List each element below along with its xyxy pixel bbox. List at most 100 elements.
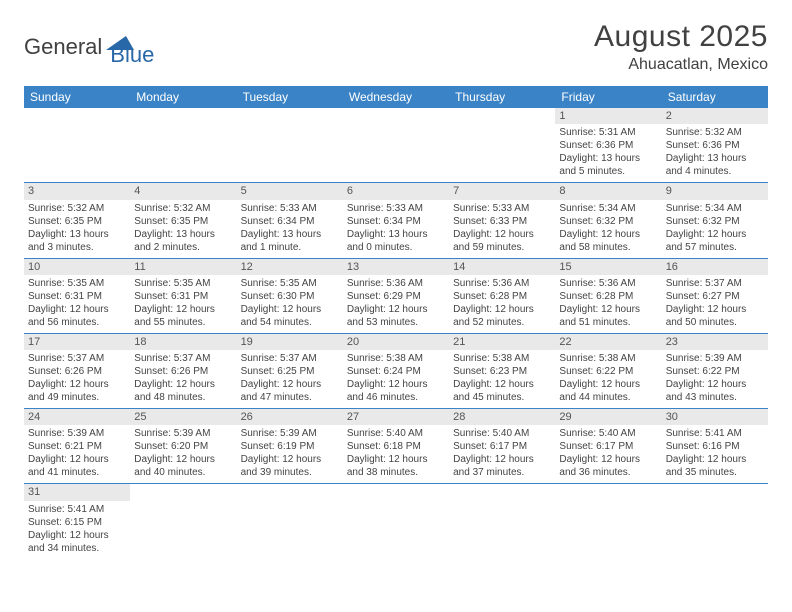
day-number: 22 xyxy=(555,334,661,350)
calendar-cell: 6Sunrise: 5:33 AMSunset: 6:34 PMDaylight… xyxy=(343,183,449,258)
sunrise-text: Sunrise: 5:33 AM xyxy=(347,202,445,215)
day-number: 31 xyxy=(24,484,130,500)
sunrise-text: Sunrise: 5:37 AM xyxy=(666,277,764,290)
calendar-cell: 25Sunrise: 5:39 AMSunset: 6:20 PMDayligh… xyxy=(130,409,236,484)
sunrise-text: Sunrise: 5:38 AM xyxy=(347,352,445,365)
sunset-text: Sunset: 6:17 PM xyxy=(453,440,551,453)
sunset-text: Sunset: 6:24 PM xyxy=(347,365,445,378)
day-number: 13 xyxy=(343,259,449,275)
daylight-text: Daylight: 12 hours and 47 minutes. xyxy=(241,378,339,404)
day-number: 6 xyxy=(343,183,449,199)
sunrise-text: Sunrise: 5:37 AM xyxy=(241,352,339,365)
daylight-text: Daylight: 12 hours and 36 minutes. xyxy=(559,453,657,479)
calendar-cell: 17Sunrise: 5:37 AMSunset: 6:26 PMDayligh… xyxy=(24,333,130,408)
daylight-text: Daylight: 12 hours and 37 minutes. xyxy=(453,453,551,479)
weekday-header: Thursday xyxy=(449,86,555,108)
calendar-cell: 20 Sunrise: 5:38 AMSunset: 6:24 PMDayligh… xyxy=(343,333,449,408)
daylight-text: Daylight: 12 hours and 46 minutes. xyxy=(347,378,445,404)
calendar-cell xyxy=(662,484,768,559)
sunrise-text: Sunrise: 5:35 AM xyxy=(134,277,232,290)
day-number: 28 xyxy=(449,409,555,425)
day-number: 7 xyxy=(449,183,555,199)
calendar-cell: 13Sunrise: 5:36 AMSunset: 6:29 PMDayligh… xyxy=(343,258,449,333)
sunrise-text: Sunrise: 5:32 AM xyxy=(28,202,126,215)
weekday-header: Friday xyxy=(555,86,661,108)
sunset-text: Sunset: 6:35 PM xyxy=(28,215,126,228)
sunset-text: Sunset: 6:23 PM xyxy=(453,365,551,378)
location: Ahuacatlan, Mexico xyxy=(594,56,768,74)
calendar-cell: 29Sunrise: 5:40 AMSunset: 6:17 PMDayligh… xyxy=(555,409,661,484)
day-number: 30 xyxy=(662,409,768,425)
calendar-cell: 12Sunrise: 5:35 AMSunset: 6:30 PMDayligh… xyxy=(237,258,343,333)
calendar-cell: 16Sunrise: 5:37 AMSunset: 6:27 PMDayligh… xyxy=(662,258,768,333)
weekday-header: Tuesday xyxy=(237,86,343,108)
day-number: 5 xyxy=(237,183,343,199)
calendar-cell: 3Sunrise: 5:32 AMSunset: 6:35 PMDaylight… xyxy=(24,183,130,258)
day-number: 29 xyxy=(555,409,661,425)
day-number: 8 xyxy=(555,183,661,199)
sunrise-text: Sunrise: 5:37 AM xyxy=(28,352,126,365)
day-number: 24 xyxy=(24,409,130,425)
daylight-text: Daylight: 12 hours and 40 minutes. xyxy=(134,453,232,479)
calendar-cell: 4 Sunrise: 5:32 AMSunset: 6:35 PMDaylight… xyxy=(130,183,236,258)
calendar-cell: 28 Sunrise: 5:40 AMSunset: 6:17 PMDayligh… xyxy=(449,409,555,484)
calendar-cell: 2Sunrise: 5:32 AMSunset: 6:36 PMDaylight… xyxy=(662,108,768,183)
sunrise-text: Sunrise: 5:39 AM xyxy=(134,427,232,440)
sunrise-text: Sunrise: 5:32 AM xyxy=(134,202,232,215)
calendar-cell xyxy=(343,484,449,559)
daylight-text: Daylight: 13 hours and 2 minutes. xyxy=(134,228,232,254)
sunset-text: Sunset: 6:26 PM xyxy=(134,365,232,378)
calendar-cell: 15Sunrise: 5:36 AMSunset: 6:28 PMDayligh… xyxy=(555,258,661,333)
daylight-text: Daylight: 12 hours and 35 minutes. xyxy=(666,453,764,479)
weekday-header: Monday xyxy=(130,86,236,108)
daylight-text: Daylight: 12 hours and 44 minutes. xyxy=(559,378,657,404)
sunset-text: Sunset: 6:32 PM xyxy=(666,215,764,228)
day-number: 2 xyxy=(662,108,768,124)
logo: General Blue xyxy=(24,20,154,68)
sunset-text: Sunset: 6:22 PM xyxy=(559,365,657,378)
sunset-text: Sunset: 6:35 PM xyxy=(134,215,232,228)
day-number: 20 xyxy=(343,334,449,350)
daylight-text: Daylight: 13 hours and 4 minutes. xyxy=(666,152,764,178)
calendar-cell xyxy=(343,108,449,183)
calendar-cell: 27Sunrise: 5:40 AMSunset: 6:18 PMDayligh… xyxy=(343,409,449,484)
sunrise-text: Sunrise: 5:40 AM xyxy=(347,427,445,440)
sunset-text: Sunset: 6:31 PM xyxy=(28,290,126,303)
daylight-text: Daylight: 12 hours and 34 minutes. xyxy=(28,529,126,555)
sunset-text: Sunset: 6:30 PM xyxy=(241,290,339,303)
title-block: August 2025 Ahuacatlan, Mexico xyxy=(594,20,768,74)
day-number: 23 xyxy=(662,334,768,350)
daylight-text: Daylight: 12 hours and 52 minutes. xyxy=(453,303,551,329)
day-number: 12 xyxy=(237,259,343,275)
logo-text-2: Blue xyxy=(110,42,154,68)
weekday-header: Saturday xyxy=(662,86,768,108)
calendar-cell: 7Sunrise: 5:33 AMSunset: 6:33 PMDaylight… xyxy=(449,183,555,258)
calendar-cell xyxy=(237,108,343,183)
sunset-text: Sunset: 6:16 PM xyxy=(666,440,764,453)
day-number: 3 xyxy=(24,183,130,199)
day-number: 15 xyxy=(555,259,661,275)
day-number: 14 xyxy=(449,259,555,275)
daylight-text: Daylight: 12 hours and 39 minutes. xyxy=(241,453,339,479)
calendar-cell: 14Sunrise: 5:36 AMSunset: 6:28 PMDayligh… xyxy=(449,258,555,333)
sunrise-text: Sunrise: 5:41 AM xyxy=(28,503,126,516)
day-number: 9 xyxy=(662,183,768,199)
daylight-text: Daylight: 12 hours and 43 minutes. xyxy=(666,378,764,404)
sunrise-text: Sunrise: 5:37 AM xyxy=(134,352,232,365)
calendar-cell: 5Sunrise: 5:33 AMSunset: 6:34 PMDaylight… xyxy=(237,183,343,258)
day-number: 4 xyxy=(130,183,236,199)
daylight-text: Daylight: 13 hours and 0 minutes. xyxy=(347,228,445,254)
sunrise-text: Sunrise: 5:34 AM xyxy=(559,202,657,215)
daylight-text: Daylight: 12 hours and 45 minutes. xyxy=(453,378,551,404)
daylight-text: Daylight: 12 hours and 49 minutes. xyxy=(28,378,126,404)
calendar-cell: 22Sunrise: 5:38 AMSunset: 6:22 PMDayligh… xyxy=(555,333,661,408)
day-number: 27 xyxy=(343,409,449,425)
sunrise-text: Sunrise: 5:40 AM xyxy=(453,427,551,440)
calendar-cell xyxy=(449,484,555,559)
calendar-cell: 21Sunrise: 5:38 AMSunset: 6:23 PMDayligh… xyxy=(449,333,555,408)
sunset-text: Sunset: 6:17 PM xyxy=(559,440,657,453)
day-number: 16 xyxy=(662,259,768,275)
sunset-text: Sunset: 6:36 PM xyxy=(559,139,657,152)
sunrise-text: Sunrise: 5:36 AM xyxy=(453,277,551,290)
sunset-text: Sunset: 6:15 PM xyxy=(28,516,126,529)
